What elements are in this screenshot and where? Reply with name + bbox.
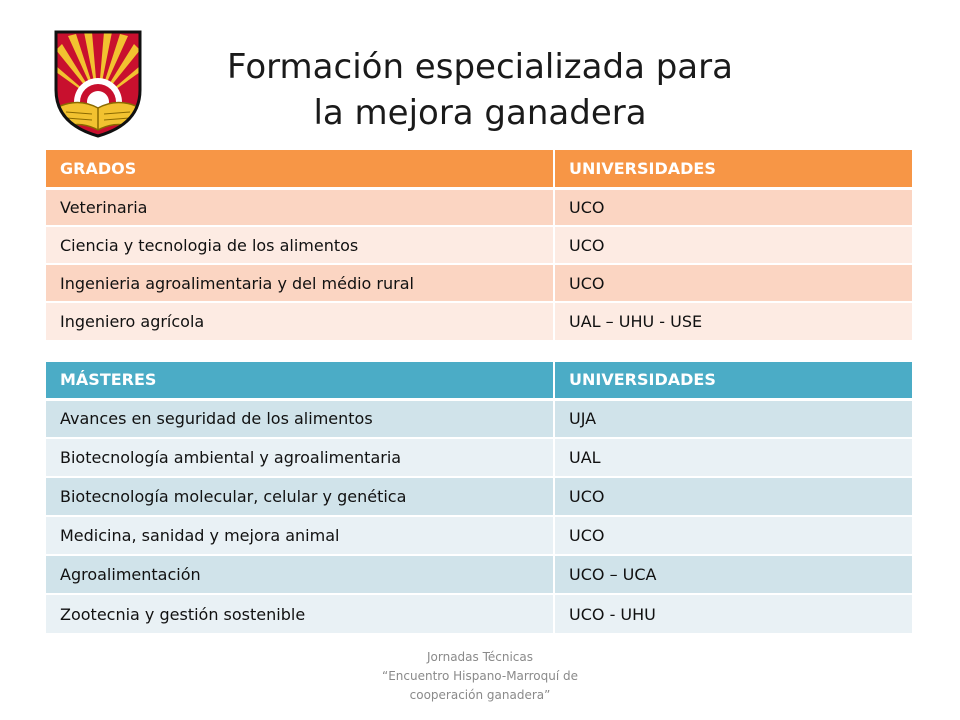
master-name-cell: Biotecnología ambiental y agroalimentari… <box>46 437 554 477</box>
table-row: Biotecnología ambiental y agroalimentari… <box>46 437 912 477</box>
master-name-cell: Zootecnia y gestión sostenible <box>46 593 554 633</box>
university-cell: UCO <box>553 476 912 516</box>
degree-name-cell: Ingeniero agrícola <box>46 301 554 340</box>
university-logo <box>50 28 146 140</box>
university-cell: UAL – UHU - USE <box>553 301 912 340</box>
university-cell: UCO – UCA <box>553 554 912 594</box>
master-name-cell: Biotecnología molecular, celular y genét… <box>46 476 554 516</box>
masteres-table: MÁSTERES UNIVERSIDADES Avances en seguri… <box>46 362 912 633</box>
university-cell: UCO <box>553 515 912 555</box>
degree-name-cell: Veterinaria <box>46 187 554 226</box>
degree-name-cell: Ingenieria agroalimentaria y del médio r… <box>46 263 554 302</box>
slide-title-line-1: Formación especializada para <box>227 47 733 87</box>
table-row: Ingenieria agroalimentaria y del médio r… <box>46 263 912 302</box>
university-cell: UJA <box>553 398 912 438</box>
master-name-cell: Agroalimentación <box>46 554 554 594</box>
degree-name-cell: Ciencia y tecnologia de los alimentos <box>46 225 554 264</box>
grados-table-header-row: GRADOS UNIVERSIDADES <box>46 150 912 190</box>
table-row: Ciencia y tecnologia de los alimentos UC… <box>46 225 912 264</box>
master-name-cell: Medicina, sanidad y mejora animal <box>46 515 554 555</box>
coat-of-arms-icon <box>54 30 142 138</box>
masteres-table-header-row: MÁSTERES UNIVERSIDADES <box>46 362 912 401</box>
university-cell: UCO <box>553 263 912 302</box>
footer-line-2: “Encuentro Hispano-Marroquí de <box>381 669 579 683</box>
table-row: Avances en seguridad de los alimentos UJ… <box>46 398 912 438</box>
university-cell: UAL <box>553 437 912 477</box>
universidades-column-header: UNIVERSIDADES <box>553 150 912 190</box>
university-cell: UCO <box>553 225 912 264</box>
table-row: Veterinaria UCO <box>46 187 912 226</box>
university-cell: UCO <box>553 187 912 226</box>
slide-title: Formación especializada para la mejora g… <box>150 44 810 136</box>
master-name-cell: Avances en seguridad de los alimentos <box>46 398 554 438</box>
university-cell: UCO - UHU <box>553 593 912 633</box>
slide-title-line-2: la mejora ganadera <box>313 93 647 133</box>
table-row: Ingeniero agrícola UAL – UHU - USE <box>46 301 912 340</box>
table-row: Agroalimentación UCO – UCA <box>46 554 912 594</box>
table-row: Zootecnia y gestión sostenible UCO - UHU <box>46 593 912 633</box>
table-row: Biotecnología molecular, celular y genét… <box>46 476 912 516</box>
grados-table: GRADOS UNIVERSIDADES Veterinaria UCO Cie… <box>46 150 912 340</box>
footer-line-3: cooperación ganadera” <box>409 688 551 702</box>
universidades-column-header: UNIVERSIDADES <box>553 362 912 401</box>
slide-footer: Jornadas Técnicas “Encuentro Hispano-Mar… <box>330 648 630 705</box>
grados-column-header: GRADOS <box>46 150 554 190</box>
masteres-column-header: MÁSTERES <box>46 362 554 401</box>
footer-line-1: Jornadas Técnicas <box>426 650 533 664</box>
table-row: Medicina, sanidad y mejora animal UCO <box>46 515 912 555</box>
